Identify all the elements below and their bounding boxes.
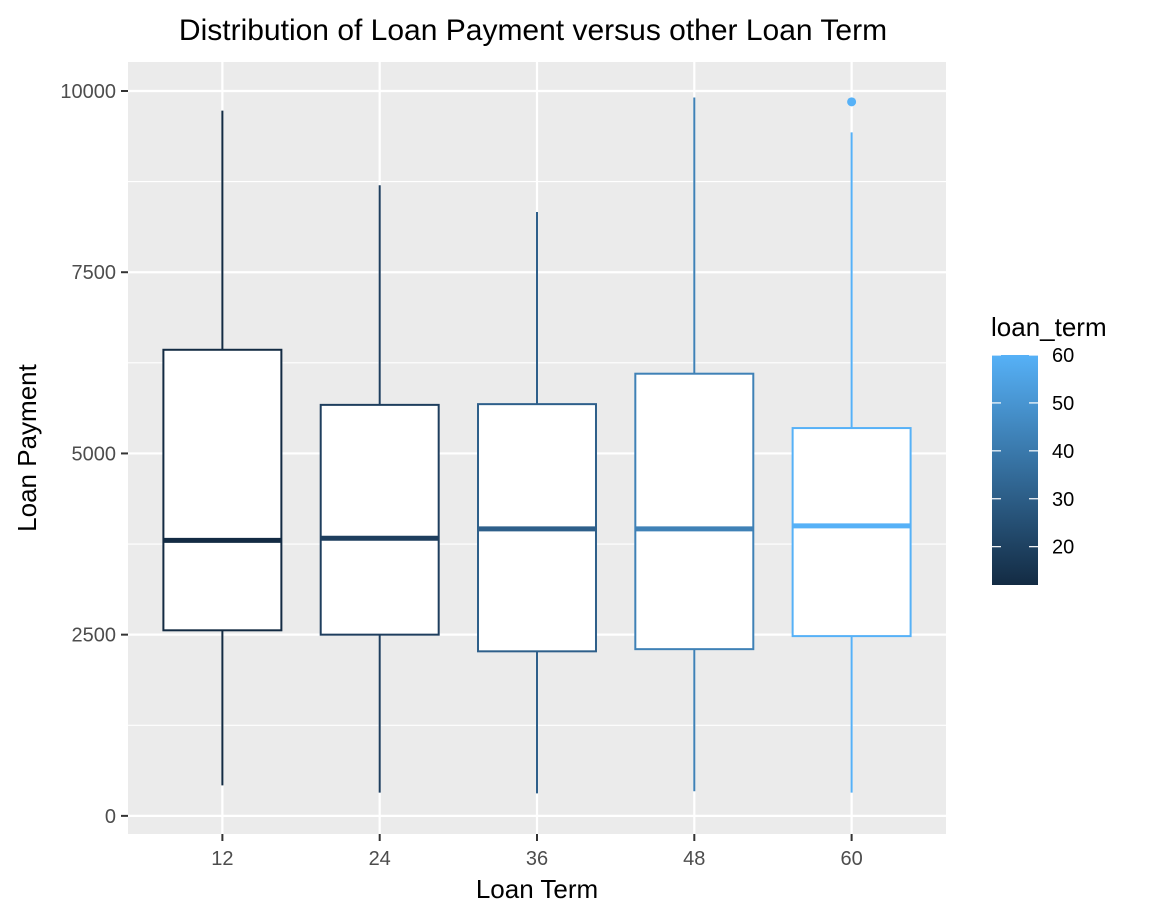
legend: loan_term 20 30 40 50 60 bbox=[991, 312, 1107, 585]
box-iqr bbox=[319, 403, 440, 636]
x-tick-label: 60 bbox=[840, 848, 862, 870]
x-tick-label: 12 bbox=[211, 848, 233, 870]
x-tick-label: 48 bbox=[683, 848, 705, 870]
legend-tick-label: 30 bbox=[1052, 489, 1074, 511]
x-axis-ticks: 12 24 36 48 60 bbox=[211, 834, 863, 870]
chart-title: Distribution of Loan Payment versus othe… bbox=[179, 14, 887, 47]
legend-tick-label: 40 bbox=[1052, 441, 1074, 463]
legend-ticks: 20 30 40 50 60 bbox=[992, 345, 1074, 559]
x-tick-label: 24 bbox=[369, 848, 391, 870]
legend-colorbar bbox=[992, 355, 1038, 585]
box-group-24 bbox=[319, 185, 440, 793]
y-tick-label: 10000 bbox=[60, 81, 116, 103]
box-layer bbox=[162, 97, 912, 794]
outlier-point bbox=[847, 97, 857, 107]
legend-tick-label: 20 bbox=[1052, 537, 1074, 559]
y-axis-ticks: 0 2500 5000 7500 10000 bbox=[60, 81, 128, 828]
y-tick-label: 2500 bbox=[72, 625, 117, 647]
legend-tick-label: 50 bbox=[1052, 393, 1074, 415]
y-tick-label: 5000 bbox=[72, 443, 117, 465]
box-group-48 bbox=[634, 97, 755, 792]
box-group-60 bbox=[791, 97, 912, 793]
legend-tick-label: 60 bbox=[1052, 345, 1074, 367]
y-tick-label: 0 bbox=[105, 806, 116, 828]
legend-title: loan_term bbox=[991, 312, 1107, 342]
y-tick-label: 7500 bbox=[72, 262, 117, 284]
box-group-12 bbox=[162, 110, 283, 786]
y-axis-title: Loan Payment bbox=[12, 363, 42, 531]
x-axis-title: Loan Term bbox=[476, 874, 598, 904]
x-tick-label: 36 bbox=[526, 848, 548, 870]
box-iqr bbox=[634, 372, 755, 651]
box-iqr bbox=[162, 348, 283, 632]
box-group-36 bbox=[477, 212, 597, 794]
box-iqr bbox=[791, 427, 912, 638]
